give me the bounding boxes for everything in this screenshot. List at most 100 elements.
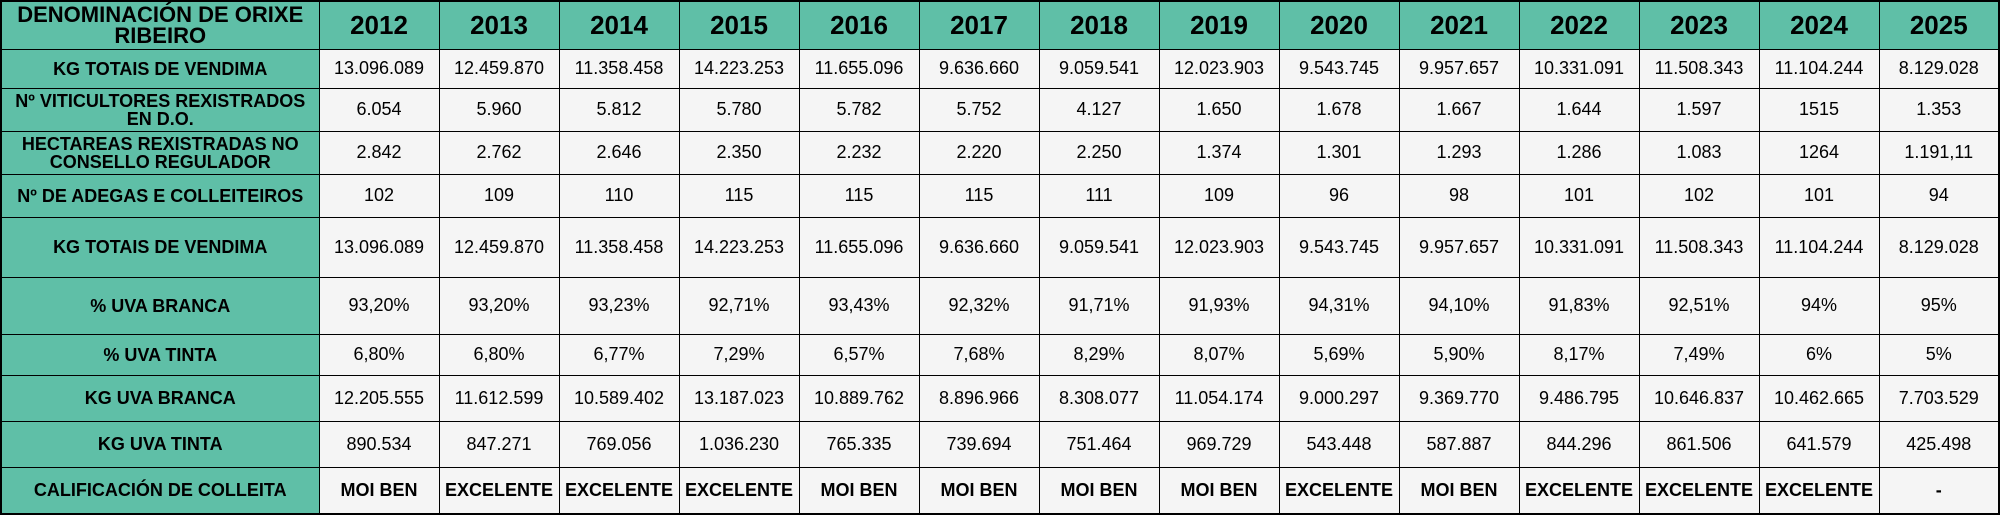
table-cell: 102 <box>318 173 440 218</box>
table-cell: 9.543.745 <box>1278 48 1400 89</box>
table-cell: 91,71% <box>1038 276 1160 335</box>
row-label: KG UVA TINTA <box>0 420 320 468</box>
table-cell: 5.960 <box>438 87 560 132</box>
table-cell: 12.459.870 <box>438 216 560 278</box>
table-cell: 543.448 <box>1278 420 1400 468</box>
table-cell: 765.335 <box>798 420 920 468</box>
table-cell: 1.083 <box>1638 130 1760 175</box>
table-cell: 7,49% <box>1638 333 1760 376</box>
table-body: KG TOTAIS DE VENDIMA 13.096.089 12.459.870… <box>0 48 2000 515</box>
year-header: 2023 <box>1638 0 1760 50</box>
table-cell: 1.353 <box>1878 87 2000 132</box>
table-cell: 5.812 <box>558 87 680 132</box>
table-cell: 5,69% <box>1278 333 1400 376</box>
table-cell: 1515 <box>1758 87 1880 132</box>
table-cell: 6,77% <box>558 333 680 376</box>
table-cell: 844.296 <box>1518 420 1640 468</box>
table-cell: 2.250 <box>1038 130 1160 175</box>
table-cell: 5,90% <box>1398 333 1520 376</box>
year-header: 2021 <box>1398 0 1520 50</box>
table-cell: 6.054 <box>318 87 440 132</box>
table-cell: EXCELENTE <box>1638 466 1760 515</box>
table-cell: 115 <box>918 173 1040 218</box>
table-cell: 93,20% <box>318 276 440 335</box>
table-cell: 9.059.541 <box>1038 216 1160 278</box>
table-cell: 641.579 <box>1758 420 1880 468</box>
year-header: 2013 <box>438 0 560 50</box>
table-row: Nº VITICULTORES REXISTRADOS EN D.O. 6.054… <box>0 87 2000 132</box>
table-cell: 14.223.253 <box>678 216 800 278</box>
table-cell: 11.655.096 <box>798 48 920 89</box>
table-row: % UVA BRANCA 93,20% 93,20% 93,23% 92,71% 93,4… <box>0 276 2000 335</box>
table-cell: 98 <box>1398 173 1520 218</box>
year-header: 2012 <box>318 0 440 50</box>
table-cell: 109 <box>438 173 560 218</box>
year-header: 2014 <box>558 0 680 50</box>
table-row: KG TOTAIS DE VENDIMA 13.096.089 12.459.870… <box>0 216 2000 278</box>
table-cell: 10.331.091 <box>1518 216 1640 278</box>
table-cell: 7,68% <box>918 333 1040 376</box>
table-cell: 7,29% <box>678 333 800 376</box>
table-cell: EXCELENTE <box>1278 466 1400 515</box>
table-cell: 10.889.762 <box>798 374 920 422</box>
table-cell: 8.896.966 <box>918 374 1040 422</box>
table-cell: 8.308.077 <box>1038 374 1160 422</box>
table-cell: 1.191,11 <box>1878 130 2000 175</box>
year-header: 2016 <box>798 0 920 50</box>
table-cell: EXCELENTE <box>558 466 680 515</box>
table-cell: 587.887 <box>1398 420 1520 468</box>
table-cell: 1.374 <box>1158 130 1280 175</box>
table-cell: EXCELENTE <box>438 466 560 515</box>
row-label: CALIFICACIÓN DE COLLEITA <box>0 466 320 515</box>
table-cell: MOI BEN <box>1158 466 1280 515</box>
table-cell: 92,51% <box>1638 276 1760 335</box>
table-cell: 6% <box>1758 333 1880 376</box>
table-cell: 8,17% <box>1518 333 1640 376</box>
table-cell: - <box>1878 466 2000 515</box>
year-header: 2015 <box>678 0 800 50</box>
table-cell: 1.678 <box>1278 87 1400 132</box>
table-cell: EXCELENTE <box>1518 466 1640 515</box>
table-cell: 751.464 <box>1038 420 1160 468</box>
table-cell: 101 <box>1758 173 1880 218</box>
table-cell: 1.036.230 <box>678 420 800 468</box>
table-cell: 94,10% <box>1398 276 1520 335</box>
table-cell: 93,20% <box>438 276 560 335</box>
table-cell: 2.232 <box>798 130 920 175</box>
row-label: % UVA BRANCA <box>0 276 320 335</box>
table-cell: 93,43% <box>798 276 920 335</box>
table-cell: 6,80% <box>438 333 560 376</box>
table-cell: 2.646 <box>558 130 680 175</box>
year-header: 2020 <box>1278 0 1400 50</box>
table-cell: 13.187.023 <box>678 374 800 422</box>
table-cell: 1.597 <box>1638 87 1760 132</box>
table-cell: 11.358.458 <box>558 48 680 89</box>
table-row: KG TOTAIS DE VENDIMA 13.096.089 12.459.870… <box>0 48 2000 89</box>
table-row: Nº DE ADEGAS E COLLEITEIROS 102 109 110 115 1… <box>0 173 2000 218</box>
table-row: KG UVA TINTA 890.534 847.271 769.056 1.036.2… <box>0 420 2000 468</box>
table-cell: 13.096.089 <box>318 216 440 278</box>
table-row: CALIFICACIÓN DE COLLEITA MOI BEN EXCELENTE… <box>0 466 2000 515</box>
row-label: Nº VITICULTORES REXISTRADOS EN D.O. <box>0 87 320 132</box>
table-cell: 92,32% <box>918 276 1040 335</box>
table-cell: 115 <box>798 173 920 218</box>
table-cell: 12.023.903 <box>1158 216 1280 278</box>
table-cell: 10.646.837 <box>1638 374 1760 422</box>
table-cell: 1.286 <box>1518 130 1640 175</box>
table-cell: 969.729 <box>1158 420 1280 468</box>
table-cell: 1.667 <box>1398 87 1520 132</box>
row-label: HECTAREAS REXISTRADAS NO CONSELLO REGULA… <box>0 130 320 175</box>
table-cell: 9.636.660 <box>918 216 1040 278</box>
table-cell: 1264 <box>1758 130 1880 175</box>
table-cell: MOI BEN <box>1398 466 1520 515</box>
table-cell: 11.358.458 <box>558 216 680 278</box>
table-cell: 109 <box>1158 173 1280 218</box>
table-cell: 8.129.028 <box>1878 216 2000 278</box>
table-cell: 2.842 <box>318 130 440 175</box>
table-cell: 12.205.555 <box>318 374 440 422</box>
table-cell: 92,71% <box>678 276 800 335</box>
table-cell: 94% <box>1758 276 1880 335</box>
table-cell: 8,29% <box>1038 333 1160 376</box>
year-header: 2022 <box>1518 0 1640 50</box>
table-cell: 102 <box>1638 173 1760 218</box>
